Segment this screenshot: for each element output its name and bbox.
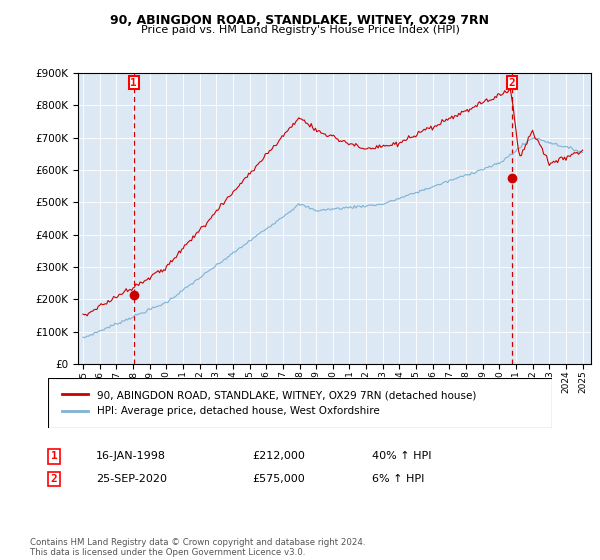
- Text: 40% ↑ HPI: 40% ↑ HPI: [372, 451, 431, 461]
- Text: £212,000: £212,000: [252, 451, 305, 461]
- Text: Contains HM Land Registry data © Crown copyright and database right 2024.
This d: Contains HM Land Registry data © Crown c…: [30, 538, 365, 557]
- Legend: 90, ABINGDON ROAD, STANDLAKE, WITNEY, OX29 7RN (detached house), HPI: Average pr: 90, ABINGDON ROAD, STANDLAKE, WITNEY, OX…: [58, 386, 481, 421]
- Text: 16-JAN-1998: 16-JAN-1998: [96, 451, 166, 461]
- Text: 90, ABINGDON ROAD, STANDLAKE, WITNEY, OX29 7RN: 90, ABINGDON ROAD, STANDLAKE, WITNEY, OX…: [110, 14, 490, 27]
- Text: 25-SEP-2020: 25-SEP-2020: [96, 474, 167, 484]
- Text: 2: 2: [50, 474, 58, 484]
- Text: 1: 1: [130, 77, 137, 87]
- Text: £575,000: £575,000: [252, 474, 305, 484]
- Text: 6% ↑ HPI: 6% ↑ HPI: [372, 474, 424, 484]
- Text: Price paid vs. HM Land Registry's House Price Index (HPI): Price paid vs. HM Land Registry's House …: [140, 25, 460, 35]
- Text: 2: 2: [508, 77, 515, 87]
- Text: 1: 1: [50, 451, 58, 461]
